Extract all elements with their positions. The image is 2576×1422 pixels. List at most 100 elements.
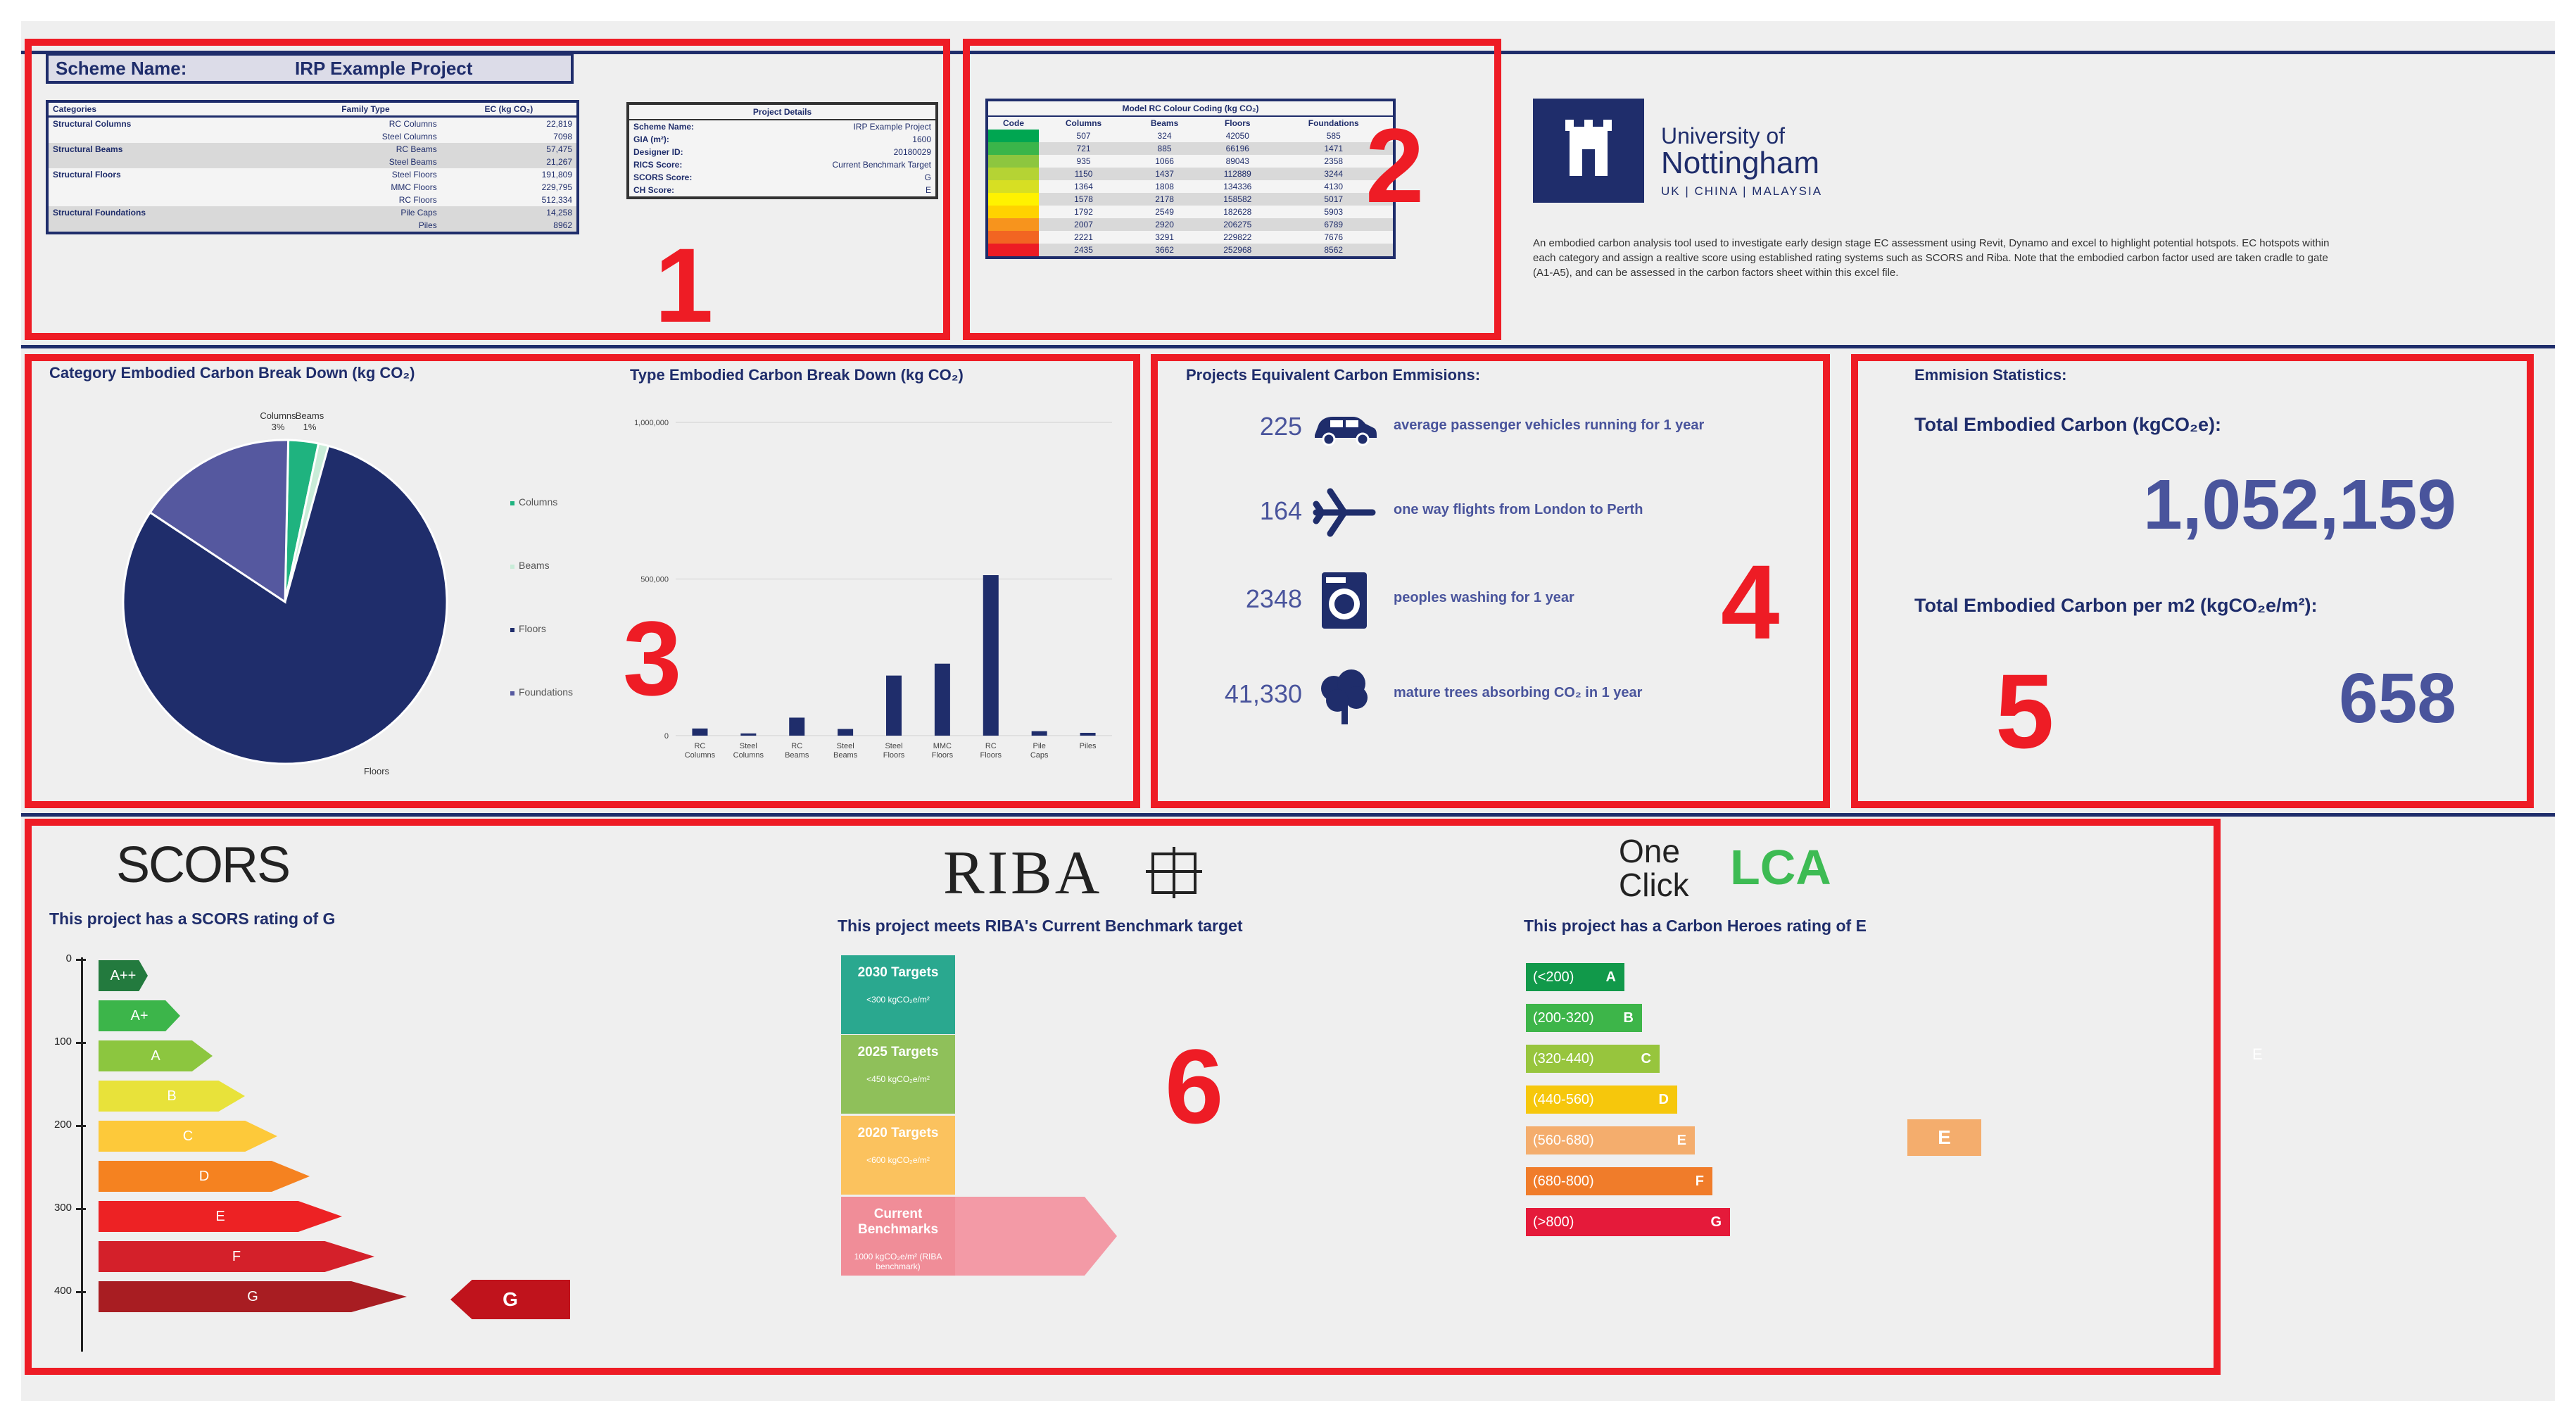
- colour-coding-value: 1364: [1074, 182, 1093, 191]
- colour-coding-value: 2221: [1074, 232, 1093, 242]
- equivalents-title: Projects Equivalent Carbon Emmisions:: [1186, 366, 1481, 384]
- carbon-heroes-band-d: (440-560) D: [1526, 1086, 1677, 1114]
- bar-xtick-label: Steel: [740, 742, 757, 750]
- colour-coding-value: 42050: [1225, 131, 1249, 141]
- colour-code-swatch: [988, 193, 1039, 206]
- highlight-box-6: [25, 819, 2221, 1375]
- riba-target-sub: <300 kgCO₂e/m²: [866, 995, 930, 1005]
- colour-coding-value: 2920: [1155, 220, 1174, 229]
- scors-band-c: C: [99, 1121, 277, 1152]
- riba-target-2: 2020 Targets <600 kgCO₂e/m²: [841, 1116, 955, 1195]
- detail-label: GIA (m²):: [633, 134, 669, 144]
- bar-xtick-label: Beams: [833, 751, 858, 760]
- carbon-heroes-rating-marker: E: [1907, 1119, 1981, 1156]
- bar-ytick-label: 500,000: [640, 576, 669, 584]
- highlight-box-3: [25, 354, 1140, 808]
- legend-swatch: [510, 628, 514, 632]
- project-detail-row: GIA (m²): 1600: [629, 133, 935, 146]
- scors-band-f: F: [99, 1241, 374, 1272]
- colour-coding-row: 1578 2178 158582 5017: [988, 193, 1393, 206]
- ec-value-cell: 229,795: [541, 182, 572, 192]
- scors-rating-text: This project has a SCORS rating of G: [49, 910, 336, 928]
- legend-swatch: [510, 565, 514, 569]
- highlight-box-2: [963, 39, 1501, 340]
- oneclick-logo-text: One Click: [1619, 834, 1689, 902]
- colour-coding-value: 5903: [1324, 207, 1344, 217]
- project-detail-row: CH Score: E: [629, 184, 935, 196]
- family-type-cell: RC Beams: [396, 144, 437, 154]
- colour-coding-row: 2221 3291 229822 7676: [988, 231, 1393, 244]
- equivalent-text: peoples washing for 1 year: [1394, 590, 1574, 605]
- colour-coding-value: 1150: [1074, 169, 1093, 179]
- colour-coding-value: 507: [1076, 131, 1091, 141]
- colour-code-swatch: [988, 244, 1039, 256]
- family-type-cell: Steel Beams: [389, 157, 437, 167]
- bar-steel-floors: [886, 675, 902, 736]
- scors-axis-tick: [76, 1291, 86, 1293]
- detail-value: E: [925, 185, 931, 195]
- castle-icon: [1565, 120, 1612, 176]
- bar-ytick-label: 1,000,000: [634, 419, 669, 427]
- legend-swatch: [510, 501, 514, 505]
- category-cell: Structural Foundations: [53, 208, 146, 218]
- riba-target-title: 2030 Targets: [857, 965, 939, 980]
- car-icon: [1309, 396, 1379, 460]
- detail-value: IRP Example Project: [853, 122, 932, 132]
- oneclick-logo-lca: LCA: [1730, 840, 1831, 895]
- pie-title: Category Embodied Carbon Break Down (kg …: [49, 364, 415, 382]
- carbon-heroes-band-e: (560-680) E: [1526, 1126, 1695, 1154]
- colour-coding-title: Model RC Colour Coding (kg CO₂): [988, 101, 1393, 117]
- equivalent-text: one way flights from London to Perth: [1394, 502, 1643, 517]
- colour-coding-header: Code: [1003, 118, 1024, 128]
- legend-label: Beams: [519, 560, 550, 571]
- band-range: (<200): [1533, 969, 1574, 985]
- legend-label: Floors: [519, 623, 546, 634]
- colour-coding-header: Beams: [1150, 118, 1179, 128]
- scors-axis-label: 100: [53, 1036, 72, 1047]
- scors-axis-label: 400: [53, 1285, 72, 1297]
- divider-top: [21, 51, 2555, 54]
- colour-coding-row: 2007 2920 206275 6789: [988, 218, 1393, 231]
- bar-piles: [1080, 733, 1096, 736]
- ec-value-cell: 22,819: [546, 119, 572, 129]
- colour-coding-row: 721 885 66196 1471: [988, 142, 1393, 155]
- colour-coding-value: 229822: [1223, 232, 1252, 242]
- bar-rc-floors: [983, 575, 999, 736]
- project-detail-row: SCORS Score: G: [629, 171, 935, 184]
- marker-5: 5: [1995, 652, 2054, 770]
- divider-bottom: [21, 813, 2555, 817]
- bar-xtick-label: Caps: [1030, 751, 1049, 760]
- colour-coding-value: 8562: [1324, 245, 1344, 255]
- band-range: (440-560): [1533, 1092, 1594, 1107]
- colour-code-swatch: [988, 218, 1039, 231]
- family-type-cell: Pile Caps: [400, 208, 437, 218]
- bar-mmc-floors: [934, 663, 950, 736]
- uni-line3: UK | CHINA | MALAYSIA: [1661, 184, 1823, 198]
- ec-value-cell: 512,334: [541, 195, 572, 205]
- detail-label: Scheme Name:: [633, 122, 695, 132]
- scheme-name-label: Scheme Name:: [56, 57, 187, 79]
- divider-middle: [21, 345, 2555, 348]
- categories-table-grid: Categories Family Type EC (kg CO₂) Struc…: [49, 103, 576, 232]
- colour-coding-value: 7676: [1324, 232, 1344, 242]
- riba-target-3: Current Benchmarks 1000 kgCO₂e/m² (RIBA b…: [841, 1197, 955, 1276]
- bar-xtick-label: Floors: [980, 751, 1002, 760]
- equivalent-value: 164: [1259, 496, 1302, 525]
- bar-xtick-label: Steel: [885, 742, 902, 750]
- marker-1: 1: [655, 226, 714, 344]
- band-letter: A: [1605, 969, 1616, 985]
- pie-label-floors: Floors: [364, 766, 390, 774]
- band-letter: G: [1710, 1214, 1722, 1230]
- colour-coding-value: 252968: [1223, 245, 1252, 255]
- bar-rc-beams: [789, 717, 805, 736]
- project-detail-row: Designer ID: 20180029: [629, 146, 935, 158]
- family-type-cell: Steel Floors: [391, 170, 437, 180]
- university-crest-logo: [1533, 99, 1644, 203]
- detail-value: 20180029: [893, 147, 931, 157]
- colour-coding-grid: Code Columns Beams Floors Foundations 507 324…: [988, 117, 1393, 256]
- colour-coding-value: 134336: [1223, 182, 1252, 191]
- bar-xtick-label: Columns: [685, 751, 716, 760]
- colour-coding-row: 2435 3662 252968 8562: [988, 244, 1393, 256]
- table-row: RC Floors 512,334: [49, 194, 576, 206]
- band-range: (680-800): [1533, 1174, 1594, 1189]
